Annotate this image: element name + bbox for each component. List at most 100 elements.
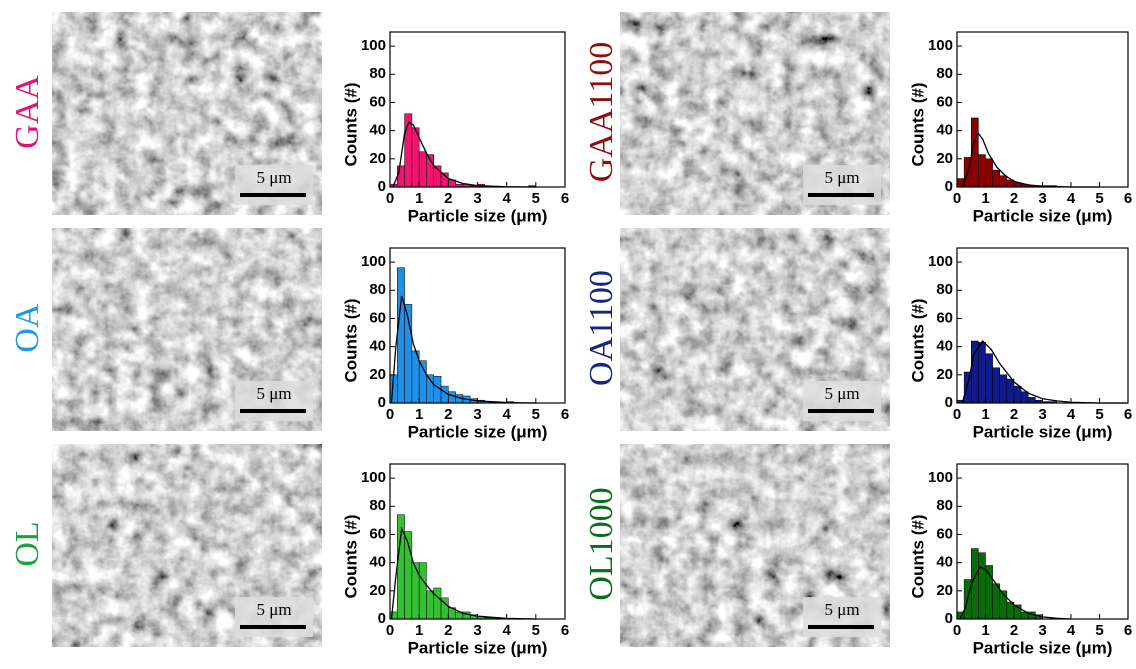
y-tick-label: 0 xyxy=(378,178,386,195)
y-axis-label: Counts (#) xyxy=(341,82,360,166)
y-tick-label: 40 xyxy=(369,554,386,571)
y-tick-label: 80 xyxy=(936,281,953,298)
y-tick-label: 40 xyxy=(369,122,386,139)
y-tick-label: 20 xyxy=(369,366,386,383)
scale-bar-label: 5 μm xyxy=(256,168,291,187)
x-axis-label: Particle size (μm) xyxy=(973,422,1113,441)
y-tick-label: 20 xyxy=(936,150,953,167)
x-tick-label: 5 xyxy=(1095,406,1103,423)
scale-bar-label: 5 μm xyxy=(824,600,859,619)
x-tick-label: 0 xyxy=(386,406,394,423)
y-tick-label: 100 xyxy=(361,37,386,54)
scale-bar xyxy=(240,409,306,413)
x-tick-label: 5 xyxy=(532,622,540,639)
x-tick-label: 2 xyxy=(1010,622,1018,639)
x-tick-label: 2 xyxy=(444,190,452,207)
y-tick-label: 60 xyxy=(369,525,386,542)
y-tick-label: 40 xyxy=(369,338,386,355)
x-tick-label: 2 xyxy=(1010,190,1018,207)
histogram-bar xyxy=(985,353,993,404)
histogram-bar xyxy=(411,562,420,620)
x-tick-label: 2 xyxy=(444,622,452,639)
y-tick-label: 20 xyxy=(936,582,953,599)
scale-bar-box xyxy=(803,165,881,205)
x-tick-label: 3 xyxy=(473,622,481,639)
y-tick-label: 100 xyxy=(928,253,953,270)
x-tick-label: 6 xyxy=(561,190,569,207)
x-tick-label: 5 xyxy=(532,406,540,423)
histogram-bar xyxy=(971,340,979,404)
x-tick-label: 5 xyxy=(532,190,540,207)
y-axis-label: Counts (#) xyxy=(908,82,927,166)
y-tick-label: 60 xyxy=(369,309,386,326)
x-tick-label: 0 xyxy=(953,190,961,207)
y-tick-label: 80 xyxy=(369,281,386,298)
x-tick-label: 1 xyxy=(415,190,423,207)
sample-label: OL xyxy=(9,521,46,566)
y-axis-label: Counts (#) xyxy=(908,298,927,382)
x-tick-label: 6 xyxy=(561,622,569,639)
y-axis-label: Counts (#) xyxy=(341,514,360,598)
x-tick-label: 5 xyxy=(1095,622,1103,639)
fit-curve xyxy=(959,565,1072,620)
y-tick-label: 60 xyxy=(936,309,953,326)
histogram-bar xyxy=(999,374,1008,404)
histogram-bar xyxy=(992,169,1000,188)
sample-label: GAA1100 xyxy=(583,42,620,182)
x-tick-label: 6 xyxy=(1124,406,1132,423)
histogram-bar xyxy=(992,367,1000,404)
histogram-bar xyxy=(1028,397,1036,404)
x-tick-label: 4 xyxy=(502,190,511,207)
histogram-bar xyxy=(978,154,986,188)
x-tick-label: 1 xyxy=(981,190,989,207)
histogram-bar xyxy=(963,371,972,404)
y-tick-label: 60 xyxy=(369,93,386,110)
x-tick-label: 2 xyxy=(1010,406,1018,423)
x-axis-label: Particle size (μm) xyxy=(973,206,1113,225)
sample-label: OA xyxy=(9,303,46,353)
scale-bar-box xyxy=(803,381,881,421)
y-tick-label: 40 xyxy=(936,338,953,355)
x-tick-label: 1 xyxy=(415,622,423,639)
y-tick-label: 0 xyxy=(945,610,953,627)
x-tick-label: 6 xyxy=(1124,622,1132,639)
y-tick-label: 20 xyxy=(936,366,953,383)
histogram-bar xyxy=(397,267,405,404)
histogram-bar xyxy=(1006,378,1015,404)
histogram-bar xyxy=(1020,391,1029,404)
histogram-bar xyxy=(418,562,427,620)
scale-bar-box xyxy=(803,597,881,637)
histogram-bar xyxy=(971,548,979,620)
x-tick-label: 0 xyxy=(386,622,394,639)
sample-label: OL1000 xyxy=(583,487,620,600)
sample-label: GAA xyxy=(9,75,46,149)
x-tick-label: 6 xyxy=(561,406,569,423)
histogram-bar xyxy=(433,587,442,620)
scale-bar-box xyxy=(235,165,313,205)
y-tick-label: 100 xyxy=(928,469,953,486)
x-tick-label: 1 xyxy=(981,622,989,639)
scale-bar-label: 5 μm xyxy=(824,384,859,403)
scale-bar xyxy=(808,625,874,629)
x-axis-label: Particle size (μm) xyxy=(408,206,548,225)
x-tick-label: 5 xyxy=(1095,190,1103,207)
x-tick-label: 3 xyxy=(1038,406,1046,423)
histogram-bar xyxy=(992,583,1000,620)
y-tick-label: 0 xyxy=(378,394,386,411)
x-tick-label: 4 xyxy=(1067,406,1076,423)
x-tick-label: 0 xyxy=(953,406,961,423)
y-tick-label: 100 xyxy=(361,469,386,486)
y-tick-label: 80 xyxy=(369,497,386,514)
y-tick-label: 80 xyxy=(936,65,953,82)
scale-bar-label: 5 μm xyxy=(256,384,291,403)
y-tick-label: 60 xyxy=(936,93,953,110)
y-tick-label: 0 xyxy=(945,394,953,411)
histogram-bar xyxy=(985,158,993,188)
scale-bar-label: 5 μm xyxy=(256,600,291,619)
histogram-bar xyxy=(1013,385,1022,404)
x-tick-label: 6 xyxy=(1124,190,1132,207)
x-tick-label: 3 xyxy=(473,406,481,423)
x-axis-label: Particle size (μm) xyxy=(973,638,1113,657)
histogram-bar xyxy=(978,342,986,404)
